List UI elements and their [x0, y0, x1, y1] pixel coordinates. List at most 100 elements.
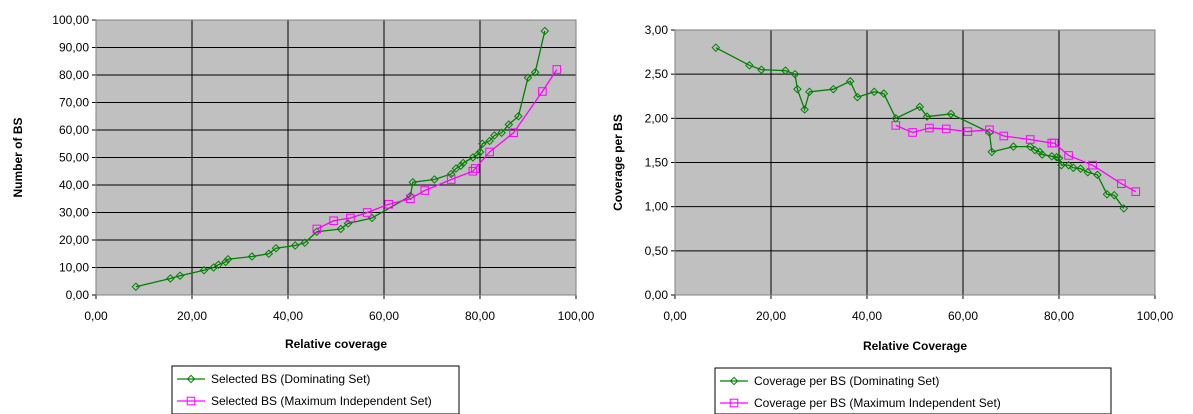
x-tick-label: 20,00 [756, 309, 786, 323]
data-point [384, 199, 394, 209]
data-point [509, 128, 518, 138]
data-point [346, 213, 355, 223]
y-tick-label: 90,00 [59, 41, 89, 55]
data-point [922, 112, 932, 121]
series-line [715, 47, 1125, 209]
data-point [552, 65, 562, 74]
data-point [446, 175, 456, 184]
data-point [1076, 164, 1085, 173]
data-point [1049, 138, 1059, 148]
data-point [941, 124, 951, 134]
data-point [1047, 152, 1057, 161]
data-point [530, 67, 540, 77]
data-point [362, 208, 372, 217]
data-point [478, 139, 487, 149]
data-point [166, 274, 175, 283]
y-tick-label: 20,00 [59, 233, 89, 247]
data-point [367, 213, 377, 223]
data-point [1057, 160, 1066, 170]
data-point [540, 26, 550, 36]
data-point [199, 265, 209, 275]
data-point [490, 131, 499, 140]
legend-label: Selected BS (Maximum Independent Set) [211, 394, 432, 408]
y-tick-label: 100,00 [52, 13, 89, 27]
data-point [475, 147, 485, 157]
data-point [1109, 190, 1119, 200]
data-point [1025, 135, 1035, 144]
legend-box [171, 365, 460, 414]
data-point [915, 102, 925, 112]
y-tick-label: 70,00 [59, 96, 89, 110]
x-tick-label: 80,00 [1044, 309, 1074, 323]
data-point [999, 131, 1009, 141]
data-point [1117, 179, 1126, 188]
data-point [1064, 160, 1073, 170]
y-tick-label: 2,00 [645, 111, 669, 125]
y-axis-title: Coverage per BS [611, 114, 625, 211]
data-point [1009, 142, 1018, 151]
x-tick-label: 40,00 [852, 309, 882, 323]
data-point [891, 121, 901, 130]
series-0 [131, 26, 550, 292]
y-axis-title: Number of BS [11, 117, 25, 197]
x-tick-label: 100,00 [558, 309, 595, 323]
legend-swatch-marker [186, 396, 196, 406]
series-1 [891, 121, 1141, 196]
x-tick-label: 0,00 [663, 309, 687, 323]
data-point [312, 227, 322, 237]
data-point [336, 224, 346, 234]
data-point [300, 238, 310, 248]
data-point [514, 111, 523, 121]
plot-border [674, 29, 1156, 296]
x-tick-label: 60,00 [369, 309, 399, 323]
y-tick-label: 0,00 [645, 288, 669, 302]
data-point [805, 87, 814, 97]
data-point [946, 109, 956, 119]
x-tick-label: 100,00 [1137, 309, 1174, 323]
data-point [538, 87, 547, 96]
y-tick-label: 0,50 [645, 244, 669, 258]
legend-swatch-marker [729, 398, 739, 408]
data-point [908, 128, 917, 137]
data-point [214, 260, 223, 270]
x-tick-label: 20,00 [177, 309, 207, 323]
x-axis-title: Relative Coverage [863, 339, 967, 353]
x-tick-label: 40,00 [273, 309, 303, 323]
y-tick-label: 60,00 [59, 123, 89, 137]
data-point [343, 219, 353, 228]
data-point [1069, 163, 1078, 173]
data-point [408, 177, 418, 187]
data-point [497, 128, 506, 138]
legend-box [714, 367, 1112, 414]
data-point [925, 123, 934, 133]
x-tick-label: 60,00 [948, 309, 978, 323]
data-point [985, 125, 994, 135]
data-point [711, 43, 721, 52]
y-tick-label: 1,00 [645, 200, 669, 214]
legend-label: Coverage per BS (Maximum Independent Set… [754, 396, 1001, 410]
data-point [829, 84, 838, 94]
data-point [963, 127, 973, 136]
plot-border [95, 19, 577, 296]
data-point [987, 147, 997, 157]
data-point [757, 65, 766, 75]
data-point [485, 136, 494, 146]
data-point [221, 257, 230, 267]
legend-swatch-marker [186, 374, 196, 384]
x-axis-title: Relative coverage [285, 337, 387, 351]
data-point [790, 69, 800, 79]
data-point [223, 254, 233, 264]
data-point [264, 249, 274, 259]
data-point [456, 161, 466, 171]
y-tick-label: 30,00 [59, 206, 89, 220]
data-point [1093, 170, 1102, 180]
data-point [446, 169, 456, 179]
data-point [1131, 187, 1141, 196]
data-point [271, 243, 281, 253]
data-point [329, 216, 338, 226]
data-point [131, 282, 141, 292]
data-point [781, 66, 790, 75]
data-point [470, 164, 480, 173]
data-point [1030, 145, 1040, 155]
